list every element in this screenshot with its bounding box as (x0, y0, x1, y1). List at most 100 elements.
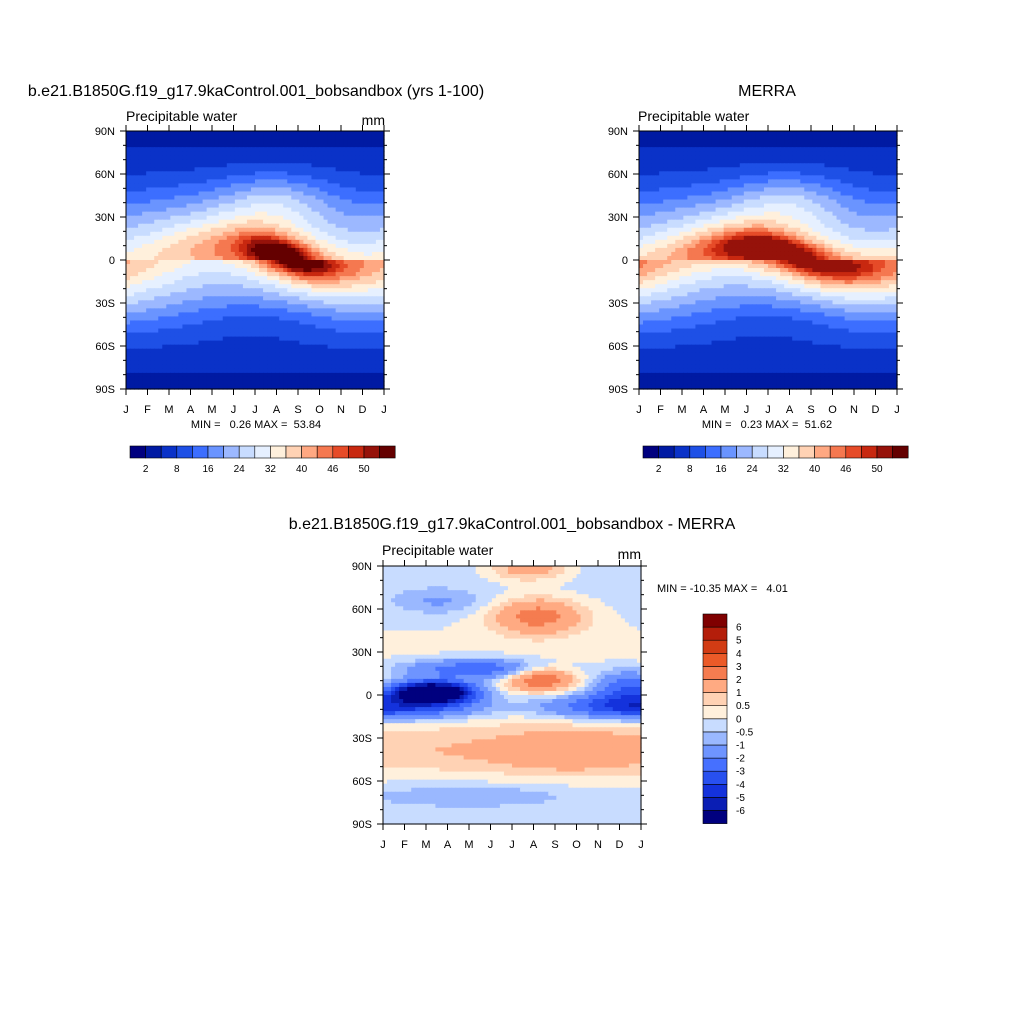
contour-cell (243, 320, 248, 325)
contour-cell (142, 377, 147, 382)
contour-cell (324, 183, 329, 188)
contour-cell (315, 272, 320, 277)
contour-cell (324, 204, 329, 209)
contour-cell (231, 236, 236, 241)
contour-cell (283, 268, 288, 273)
contour-cell (182, 312, 187, 317)
contour-cell (816, 159, 821, 164)
contour-cell (199, 341, 204, 346)
contour-cell (271, 143, 276, 148)
contour-cell (239, 220, 244, 225)
contour-cell (283, 171, 288, 176)
contour-cell (207, 280, 212, 285)
contour-cell (134, 200, 139, 205)
contour-cell (150, 365, 155, 370)
contour-cell (360, 131, 365, 136)
contour-cell (332, 341, 337, 346)
contour-cell (263, 333, 268, 338)
contour-cell (138, 333, 143, 338)
contour-cell (784, 131, 789, 136)
contour-cell (182, 272, 187, 277)
contour-cell (271, 284, 276, 289)
contour-cell (239, 163, 244, 168)
contour-cell (752, 135, 757, 140)
contour-cell (279, 365, 284, 370)
contour-cell (158, 208, 163, 213)
contour-cell (352, 196, 357, 201)
contour-cell (756, 147, 761, 152)
contour-cell (138, 236, 143, 241)
contour-cell (704, 135, 709, 140)
contour-cell (720, 151, 725, 156)
contour-cell (748, 155, 753, 160)
contour-cell (299, 248, 304, 253)
contour-cell (368, 316, 373, 321)
contour-cell (150, 369, 155, 374)
contour-cell (352, 325, 357, 330)
contour-cell (166, 304, 171, 309)
contour-cell (130, 252, 135, 257)
contour-cell (671, 131, 676, 136)
contour-cell (299, 373, 304, 378)
contour-cell (352, 296, 357, 301)
contour-cell (849, 155, 854, 160)
contour-cell (186, 220, 191, 225)
contour-cell (130, 167, 135, 172)
contour-cell (203, 135, 208, 140)
contour-cell (211, 131, 216, 136)
contour-cell (328, 179, 333, 184)
contour-cell (211, 196, 216, 201)
contour-cell (324, 320, 329, 325)
contour-cell (263, 349, 268, 354)
contour-cell (324, 224, 329, 229)
contour-cell (311, 272, 316, 277)
contour-cell (154, 248, 159, 253)
contour-cell (283, 353, 288, 358)
contour-cell (364, 268, 369, 273)
contour-cell (158, 288, 163, 293)
contour-cell (191, 365, 196, 370)
contour-cell (332, 240, 337, 245)
contour-cell (243, 264, 248, 269)
contour-cell (360, 316, 365, 321)
contour-cell (211, 252, 216, 257)
contour-cell (800, 139, 805, 144)
contour-cell (736, 171, 741, 176)
contour-cell (251, 208, 256, 213)
contour-cell (199, 361, 204, 366)
contour-cell (207, 369, 212, 374)
x-tick-label: O (315, 404, 324, 416)
contour-cell (315, 159, 320, 164)
contour-cell (315, 276, 320, 281)
contour-cell (360, 296, 365, 301)
contour-cell (138, 349, 143, 354)
contour-cell (332, 179, 337, 184)
contour-cell (251, 252, 256, 257)
contour-cell (146, 175, 151, 180)
contour-cell (328, 248, 333, 253)
contour-cell (146, 208, 151, 213)
contour-cell (356, 256, 361, 261)
contour-cell (320, 175, 325, 180)
contour-cell (150, 187, 155, 192)
contour-cell (275, 361, 280, 366)
contour-cell (295, 381, 300, 386)
contour-cell (328, 280, 333, 285)
contour-cell (174, 204, 179, 209)
colorbar-label: 2 (143, 464, 149, 475)
contour-cell (360, 159, 365, 164)
contour-cell (231, 232, 236, 237)
contour-cell (255, 316, 260, 321)
contour-cell (295, 284, 300, 289)
contour-cell (287, 260, 292, 265)
contour-cell (182, 361, 187, 366)
contour-cell (812, 163, 817, 168)
contour-cell (215, 268, 220, 273)
contour-cell (728, 139, 733, 144)
contour-cell (299, 325, 304, 330)
contour-cell (170, 284, 175, 289)
contour-cell (279, 320, 284, 325)
contour-cell (170, 381, 175, 386)
contour-cell (303, 196, 308, 201)
contour-cell (336, 240, 341, 245)
